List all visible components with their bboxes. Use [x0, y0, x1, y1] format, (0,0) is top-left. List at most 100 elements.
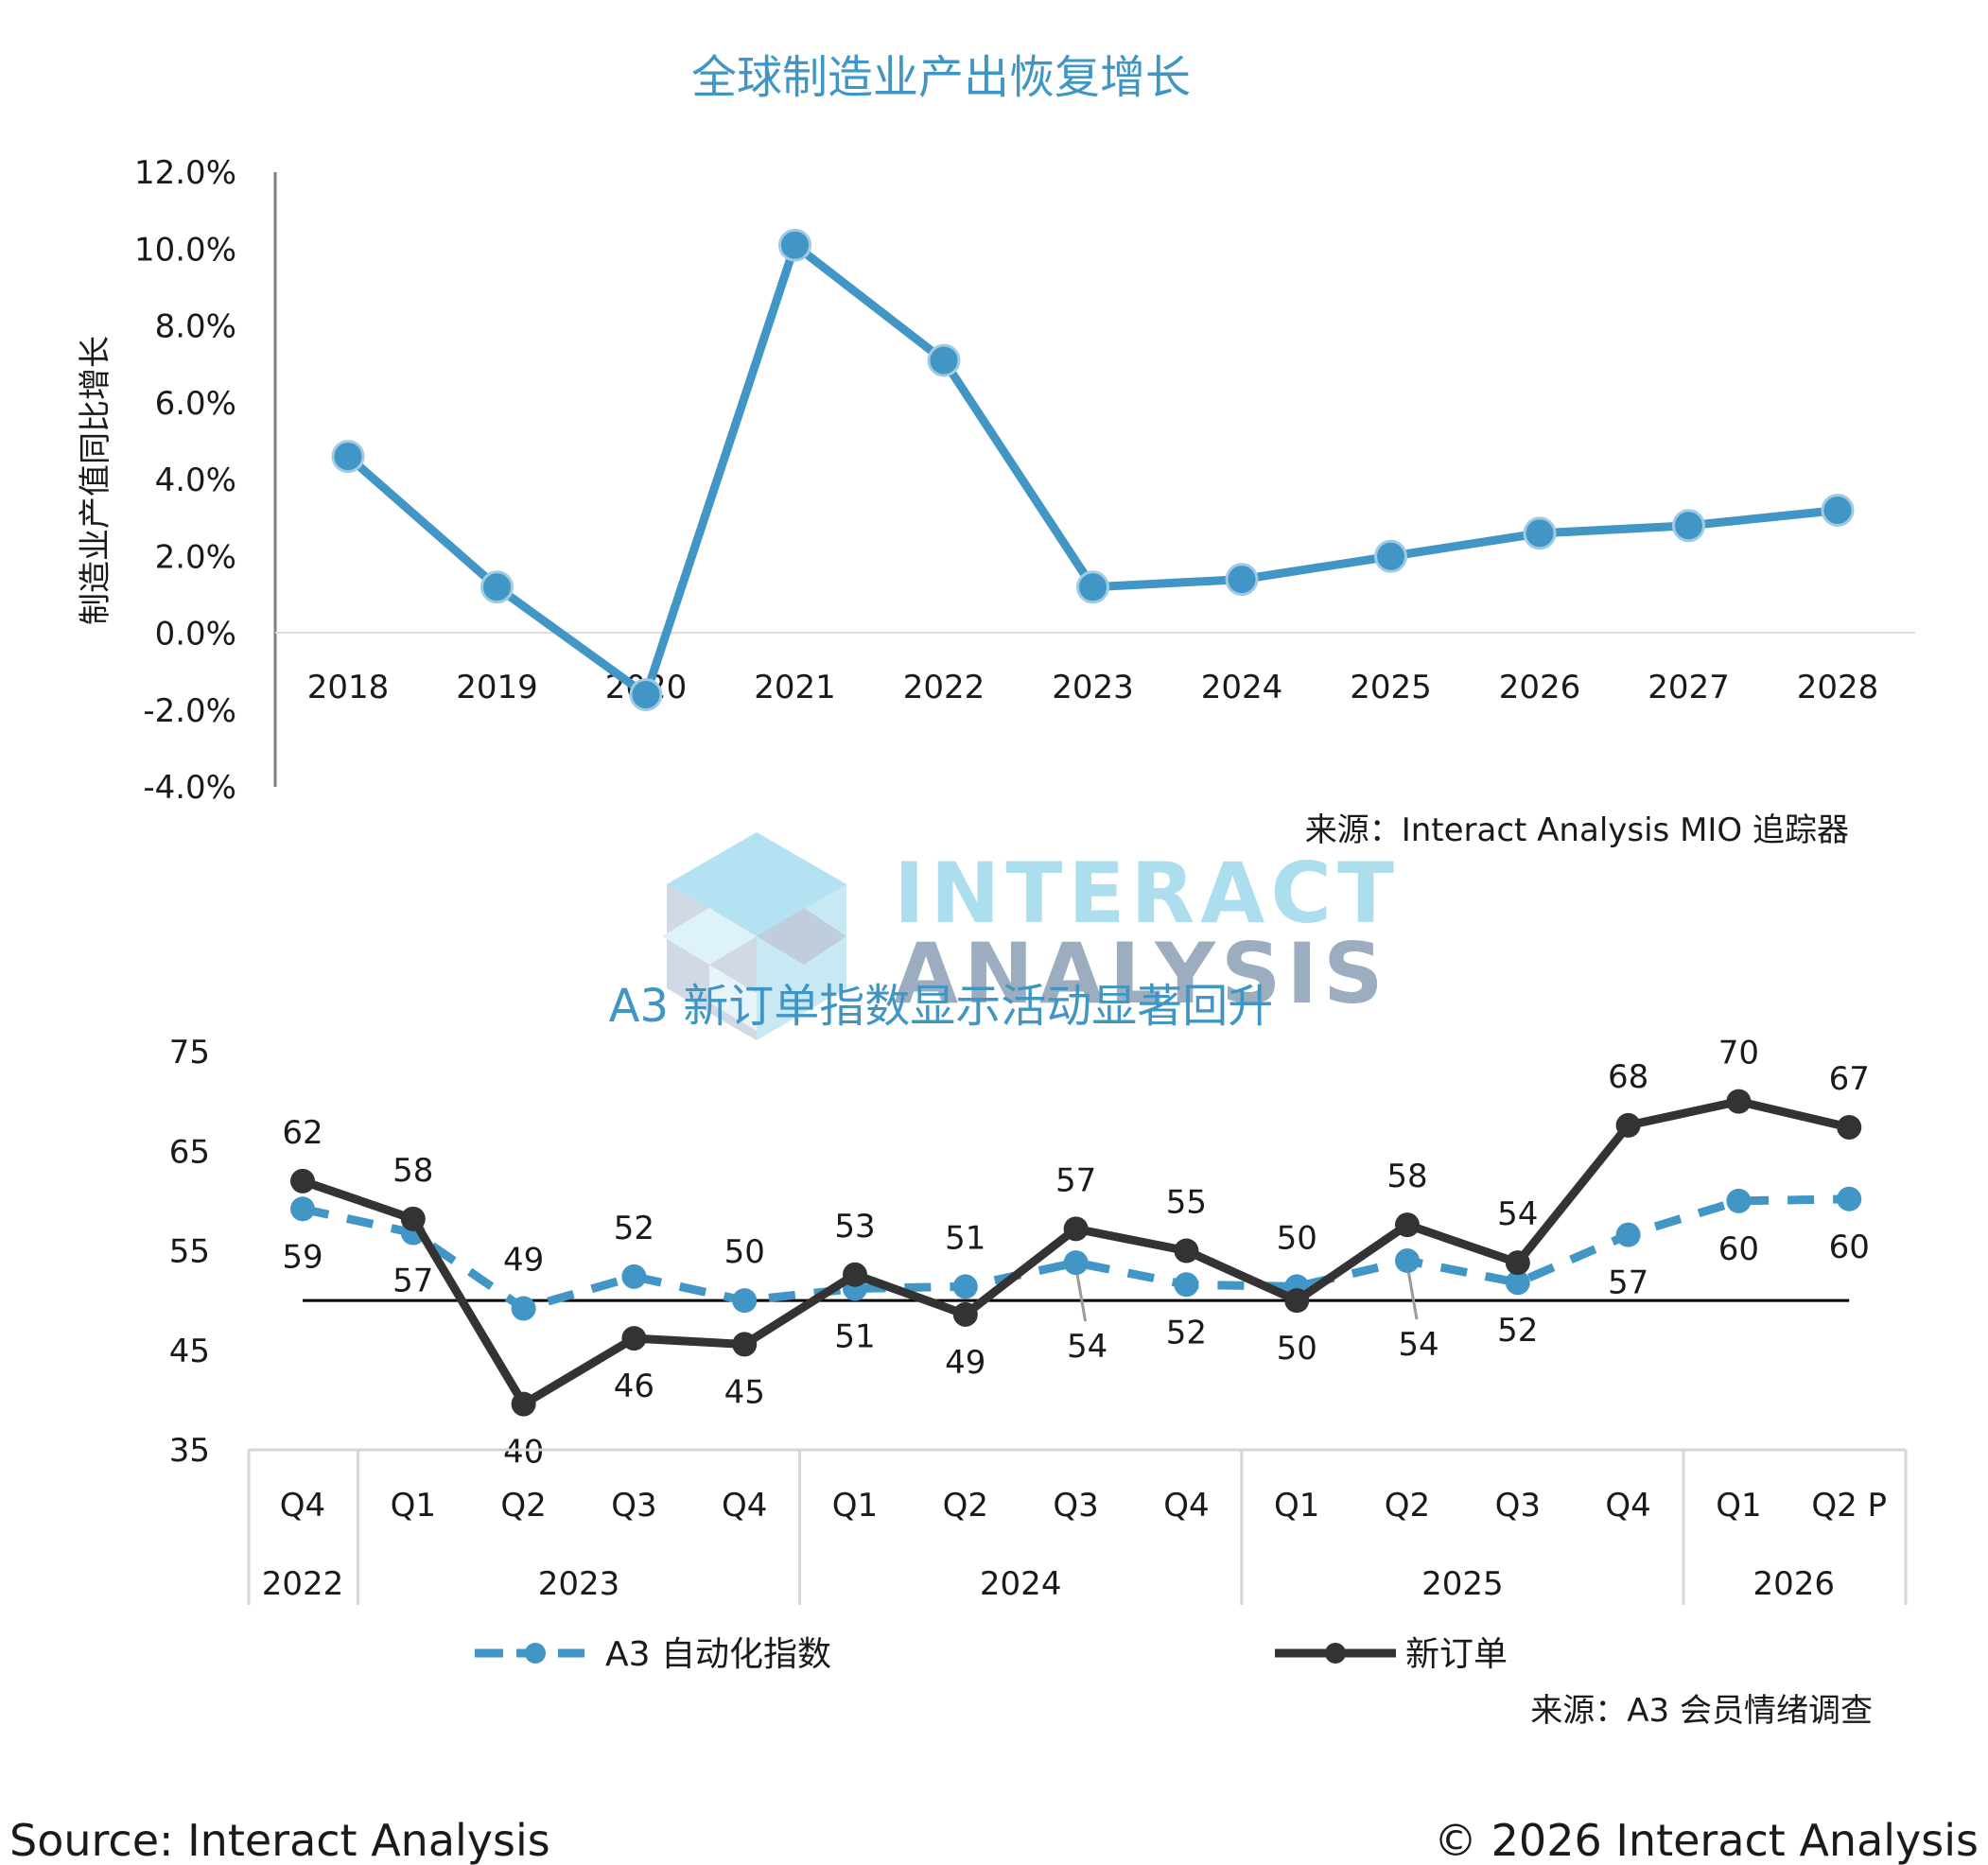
- chart2-new-orders-point: [1615, 1112, 1641, 1138]
- chart2-quarter-label: Q4: [280, 1487, 325, 1525]
- chart1-point: [927, 343, 961, 377]
- chart2-new-orders-label: 54: [1497, 1195, 1538, 1233]
- chart2-new-orders-point: [1284, 1288, 1310, 1314]
- manufacturing-output-chart: 全球制造业产出恢复增长 制造业产值同比增长 12.0% 10.0% 8.0% 6.0%…: [77, 51, 1915, 849]
- chart1-point: [1672, 509, 1705, 543]
- chart1-y-axis-label: 制造业产值同比增长: [77, 336, 114, 625]
- chart2-quarter-label: Q2 P: [1811, 1487, 1887, 1525]
- chart1-y-ticks: 12.0% 10.0% 8.0% 6.0% 4.0% 2.0% 0.0% -2.0% -4.0%: [134, 154, 236, 807]
- chart2-automation-point: [732, 1288, 758, 1314]
- chart2-new-orders-label: 53: [834, 1208, 875, 1246]
- chart2-new-orders-label: 67: [1829, 1060, 1870, 1098]
- chart2-automation-label: 52: [1166, 1314, 1207, 1351]
- chart2-automation-label: 57: [1608, 1264, 1648, 1302]
- chart2-new-orders-point: [1174, 1238, 1199, 1264]
- chart1-y-tick: 8.0%: [155, 308, 236, 346]
- chart2-automation-point: [1505, 1270, 1530, 1296]
- chart2-automation-point: [1726, 1188, 1752, 1213]
- chart1-y-tick: 10.0%: [134, 231, 236, 269]
- chart2-quarter-label: Q3: [1053, 1487, 1098, 1525]
- chart2-automation-point: [1615, 1222, 1641, 1247]
- chart2-automation-label: 50: [724, 1233, 765, 1271]
- chart2-source: 来源：A3 会员情绪调查: [1530, 1692, 1873, 1730]
- chart1-point: [1821, 494, 1855, 527]
- chart2-automation-label: 50: [1277, 1219, 1317, 1257]
- chart1-points: [331, 228, 1855, 711]
- legend-item-new-orders: 新订单: [1275, 1635, 1508, 1674]
- chart1-series-line: [345, 240, 1839, 699]
- chart2-new-orders-point: [1726, 1089, 1752, 1114]
- chart1-point: [629, 678, 663, 711]
- chart2-new-orders-label: 58: [392, 1152, 433, 1190]
- chart2-new-orders-label: 62: [282, 1114, 323, 1152]
- chart2-year-label: 2024: [980, 1565, 1062, 1603]
- chart1-y-tick: 0.0%: [155, 616, 236, 654]
- chart2-automation-point: [1837, 1186, 1862, 1211]
- chart2-automation-point: [1174, 1272, 1199, 1298]
- chart2-quarter-label: Q2: [500, 1487, 546, 1525]
- chart2-automation-label: 60: [1718, 1230, 1759, 1268]
- chart2-category-axis: Q4 Q1 Q2 Q3 Q4 Q1 Q2 Q3 Q4 Q1 Q2 Q3 Q4 Q1 Q2 P 2022 2023…: [247, 1448, 1908, 1605]
- watermark-line2: ANALYSIS: [894, 925, 1388, 1022]
- legend-automation-marker: [525, 1643, 546, 1664]
- chart2-automation-label: 51: [945, 1219, 985, 1257]
- chart2-automation-label: 57: [392, 1263, 433, 1300]
- chart2-label-leaders: [1074, 1264, 1419, 1322]
- chart2-quarter-label: Q4: [722, 1487, 767, 1525]
- chart1-point: [1225, 563, 1259, 597]
- chart2-quarter-label: Q3: [611, 1487, 656, 1525]
- chart2-automation-point: [952, 1274, 978, 1299]
- chart2-y-tick: 45: [169, 1333, 210, 1370]
- legend-item-automation-index: A3 自动化指数: [475, 1635, 831, 1674]
- chart2-year-label: 2022: [262, 1565, 344, 1603]
- chart2-new-orders-point: [1505, 1250, 1530, 1276]
- chart1-x-tick: 2026: [1499, 669, 1581, 706]
- chart1-x-tick: 2023: [1052, 669, 1134, 706]
- chart2-new-orders-label: 40: [503, 1434, 544, 1472]
- chart2-automation-label: 49: [503, 1242, 544, 1280]
- chart2-new-orders-label: 49: [945, 1344, 985, 1382]
- chart2-new-orders-label: 57: [1055, 1161, 1096, 1199]
- footer-source: Source: Interact Analysis: [9, 1815, 550, 1865]
- chart1-x-tick: 2024: [1201, 669, 1283, 706]
- chart2-automation-point: [621, 1264, 647, 1289]
- chart1-point: [1523, 516, 1557, 550]
- chart2-y-tick: 55: [169, 1233, 210, 1271]
- chart2-quarter-label: Q4: [1605, 1487, 1650, 1525]
- chart1-point: [331, 440, 365, 474]
- chart2-new-orders-label: 46: [614, 1368, 654, 1405]
- chart2-new-orders-label: 70: [1718, 1035, 1759, 1072]
- chart2-quarter-label: Q4: [1163, 1487, 1209, 1525]
- chart2-automation-label: 51: [834, 1317, 875, 1355]
- chart1-y-tick: 2.0%: [155, 538, 236, 576]
- a3-new-orders-chart: A3 新订单指数显示活动显著回升 75 65 55 45 35 62 59 58 57 40 49…: [169, 980, 1908, 1730]
- chart2-automation-label: 54: [1398, 1326, 1439, 1364]
- chart2-quarter-label: Q3: [1495, 1487, 1541, 1525]
- chart2-automation-point: [290, 1196, 315, 1222]
- chart1-x-tick: 2021: [754, 669, 836, 706]
- chart2-new-orders-point: [400, 1206, 426, 1231]
- chart2-new-orders-point: [1395, 1212, 1420, 1238]
- watermark-line1: INTERACT: [894, 845, 1400, 942]
- chart1-x-tick: 2028: [1797, 669, 1879, 706]
- chart2-new-orders-label: 50: [1277, 1330, 1317, 1368]
- chart1-x-tick: 2027: [1648, 669, 1730, 706]
- chart1-title: 全球制造业产出恢复增长: [691, 51, 1191, 104]
- footer-copyright: © 2026 Interact Analysis: [1434, 1815, 1979, 1865]
- chart2-new-orders-label: 55: [1166, 1184, 1207, 1222]
- chart2-automation-index-line: [302, 1194, 1850, 1314]
- chart2-y-tick: 65: [169, 1133, 210, 1171]
- chart2-new-orders-point: [290, 1168, 315, 1194]
- chart1-x-tick: 2025: [1350, 669, 1432, 706]
- chart1-y-tick: 12.0%: [134, 154, 236, 192]
- chart2-quarter-label: Q1: [1716, 1487, 1761, 1525]
- chart2-automation-label: 59: [282, 1238, 323, 1276]
- chart2-quarter-label: Q1: [391, 1487, 436, 1525]
- legend-automation-label: A3 自动化指数: [605, 1635, 831, 1674]
- chart1-y-tick: 6.0%: [155, 385, 236, 423]
- chart2-new-orders-point: [952, 1301, 978, 1327]
- chart2-quarter-label: Q1: [1274, 1487, 1319, 1525]
- chart2-quarter-label: Q2: [943, 1487, 988, 1525]
- chart1-x-tick: 2022: [903, 669, 985, 706]
- interact-analysis-watermark: INTERACT ANALYSIS: [662, 832, 1400, 1040]
